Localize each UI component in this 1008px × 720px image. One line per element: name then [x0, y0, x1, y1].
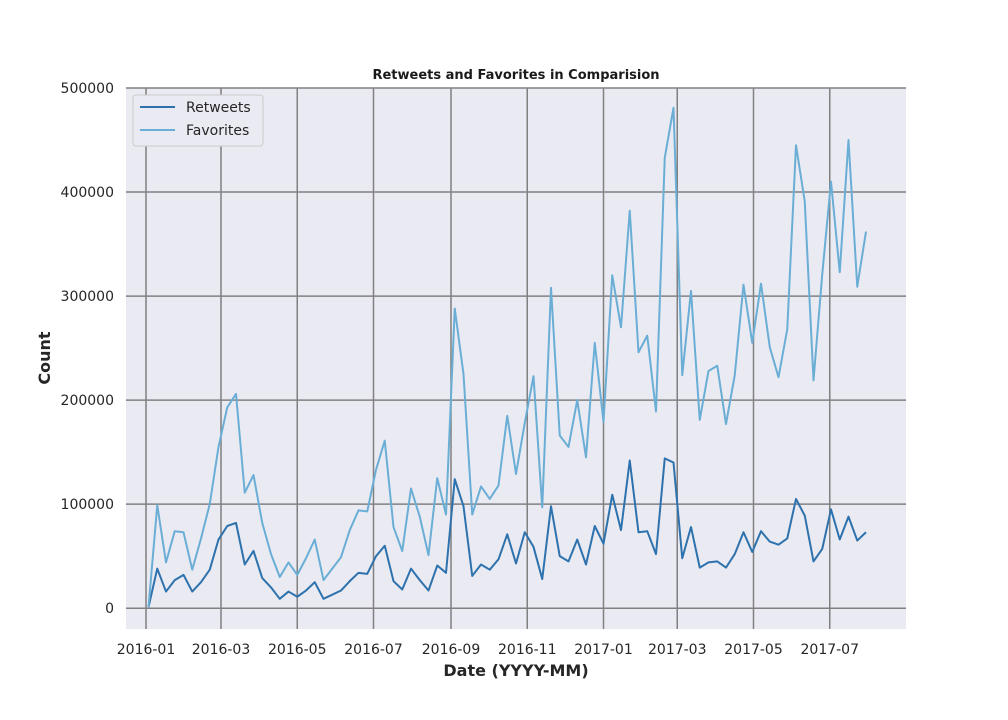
y-tick-label: 300000: [61, 289, 114, 305]
series-line-favorites: [147, 106, 867, 608]
x-tick-label: 2016-05: [268, 642, 327, 658]
y-tick-label: 400000: [61, 185, 114, 201]
x-tick-label: 2017-01: [574, 642, 633, 658]
x-tick-label: 2017-05: [724, 642, 783, 658]
series-line-retweets: [147, 457, 867, 608]
legend-label-retweets: Retweets: [186, 100, 251, 116]
y-tick-label: 0: [105, 601, 114, 617]
x-tick-label: 2016-09: [422, 642, 481, 658]
legend: Retweets Favorites: [132, 94, 264, 147]
y-tick-label: 500000: [61, 81, 114, 97]
x-tick-label: 2016-07: [344, 642, 403, 658]
x-tick-label: 2017-07: [801, 642, 860, 658]
x-tick-label: 2017-03: [648, 642, 707, 658]
x-tick-label: 2016-01: [117, 642, 176, 658]
y-axis-ticks: 0 100000 200000 300000 400000 500000: [61, 81, 114, 617]
x-tick-label: 2016-11: [498, 642, 557, 658]
chart-title: Retweets and Favorites in Comparision: [372, 68, 659, 83]
x-tick-label: 2016-03: [192, 642, 251, 658]
series-layer: [147, 106, 867, 608]
y-axis-label: Count: [35, 331, 54, 385]
x-axis-ticks: 2016-01 2016-03 2016-05 2016-07 2016-09 2016-…: [117, 642, 859, 658]
y-tick-label: 100000: [61, 497, 114, 513]
x-axis-label: Date (YYYY-MM): [443, 661, 588, 680]
legend-label-favorites: Favorites: [186, 123, 249, 139]
y-tick-label: 200000: [61, 393, 114, 409]
plot-background: [126, 88, 906, 629]
